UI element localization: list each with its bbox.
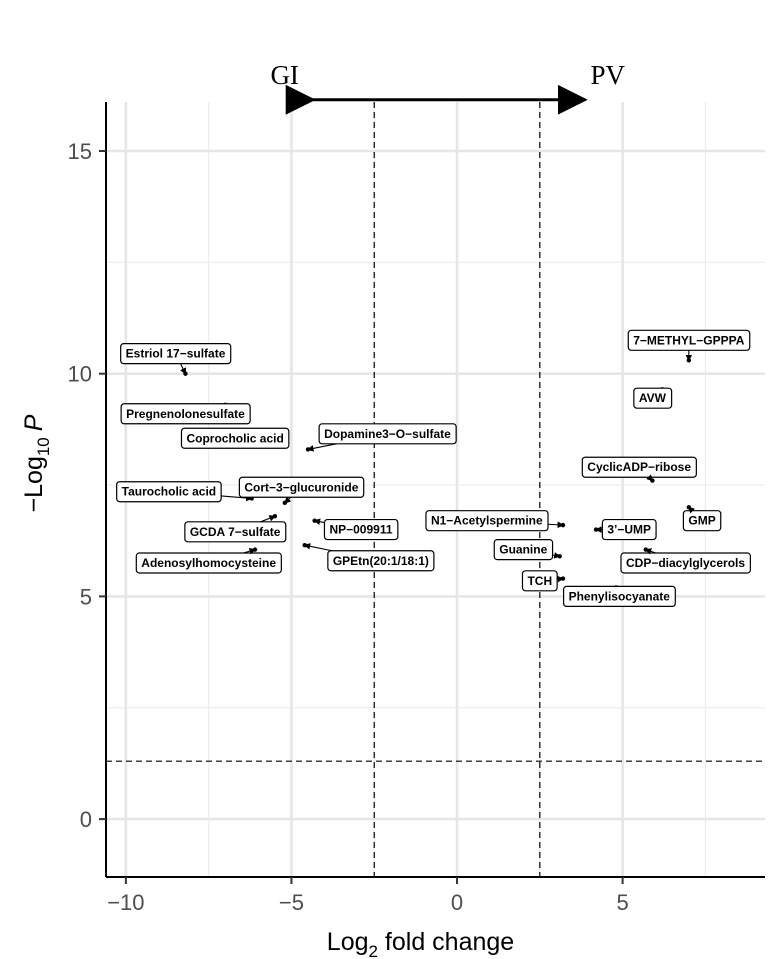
point-label-text: GCDA 7−sulfate xyxy=(190,525,281,539)
point-label: GCDA 7−sulfate xyxy=(184,521,287,543)
direction-indicator: GI PV xyxy=(270,60,626,115)
point-label-text: Estriol 17−sulfate xyxy=(126,347,226,361)
point-label: AVW xyxy=(633,387,673,409)
y-tick-label: 5 xyxy=(80,584,92,609)
point-label-leader xyxy=(303,543,333,552)
point-labels: 7−METHYL−GPPPA AVW Estriol 17−sulfate Pregn… xyxy=(116,329,751,607)
point-label-box xyxy=(135,552,282,574)
point-label-leader xyxy=(646,474,654,482)
point-label: GMP xyxy=(682,510,722,532)
point-label: 7−METHYL−GPPPA xyxy=(627,329,751,351)
point-label: 3’−UMP xyxy=(601,518,657,541)
point-label: Coprocholic acid xyxy=(180,427,290,449)
y-tick-label: 10 xyxy=(68,362,92,387)
point-label: N1−Acetylspermine xyxy=(425,510,549,532)
x-axis-title-rest: fold change xyxy=(378,928,514,956)
point-label-box xyxy=(562,585,676,607)
point-label-text: Pregnenolonesulfate xyxy=(126,407,245,421)
point-label: CyclicADP−ribose xyxy=(581,456,697,478)
point-label-text: TCH xyxy=(527,574,552,588)
point-label: Taurocholic acid xyxy=(116,481,222,503)
y-axis-title-italic: P xyxy=(20,414,48,431)
point-label-box xyxy=(318,423,457,445)
point-label-text: 7−METHYL−GPPPA xyxy=(633,333,744,347)
point-label-box xyxy=(184,521,287,543)
point-label-box xyxy=(116,481,222,503)
point-label-text: AVW xyxy=(639,391,667,405)
point-label-box xyxy=(493,539,554,561)
point-label: Guanine xyxy=(493,539,554,561)
point-label-box xyxy=(633,387,673,409)
point-label: GPEtn(20:1/18:1) xyxy=(327,550,435,572)
point-label-text: CDP−diacylglycerols xyxy=(626,556,745,570)
point-label-box xyxy=(581,456,697,478)
x-tick-label: −10 xyxy=(107,890,144,915)
point-label-leader xyxy=(644,548,656,555)
point-label-leader xyxy=(180,363,186,375)
point-label-text: GMP xyxy=(688,514,715,528)
y-axis-ticks: 0 5 10 15 xyxy=(68,139,106,832)
point-label-leader xyxy=(221,494,253,502)
point-label-text: Dopamine3−O−sulfate xyxy=(324,427,451,441)
group-left-label: GI xyxy=(270,60,299,90)
point-label: Estriol 17−sulfate xyxy=(120,343,232,365)
point-label-box xyxy=(120,403,251,425)
y-axis-title-subscript: 10 xyxy=(34,437,53,456)
point-label-leader xyxy=(243,547,257,555)
point-label-box xyxy=(120,343,232,365)
point-label-box xyxy=(323,518,399,541)
point-label-text: Guanine xyxy=(499,543,547,557)
point-label: CDP−diacylglycerols xyxy=(620,552,751,574)
x-tick-label: 0 xyxy=(451,890,463,915)
point-label: Cort−3−glucuronide xyxy=(238,476,365,498)
y-axis-title-main: −Log xyxy=(20,456,48,512)
point-label-box xyxy=(238,476,365,498)
y-tick-label: 0 xyxy=(80,807,92,832)
point-label-leader xyxy=(313,518,325,525)
point-label-leader xyxy=(557,575,565,583)
axes xyxy=(105,102,765,878)
point-label-box xyxy=(521,570,558,592)
point-label-box xyxy=(682,510,722,532)
point-label-leader xyxy=(284,496,292,504)
point-label: Pregnenolonesulfate xyxy=(120,403,251,425)
x-tick-label: 5 xyxy=(616,890,628,915)
x-tick-label: −5 xyxy=(279,890,304,915)
point-label-leader xyxy=(547,521,565,529)
point-label: Phenylisocyanate xyxy=(562,585,676,607)
point-label-leader xyxy=(260,515,276,523)
point-label-text: Cort−3−glucuronide xyxy=(244,480,358,494)
point-label: Adenosylhomocysteine xyxy=(135,552,282,574)
point-label-box xyxy=(180,427,290,449)
point-label-box xyxy=(327,550,435,572)
point-label-leader xyxy=(306,443,337,452)
point-label: TCH xyxy=(521,570,558,592)
point-label-text: Phenylisocyanate xyxy=(569,589,671,603)
x-axis-ticks: −10 −5 0 5 xyxy=(107,877,629,915)
point-label-text: N1−Acetylspermine xyxy=(431,514,543,528)
x-axis-title-subscript: 2 xyxy=(369,942,378,959)
x-axis-title-main: Log xyxy=(327,928,369,956)
point-label-text: CyclicADP−ribose xyxy=(587,460,691,474)
point-label-text: Taurocholic acid xyxy=(122,485,216,499)
y-tick-label: 15 xyxy=(68,139,92,164)
point-label: Dopamine3−O−sulfate xyxy=(318,423,457,445)
point-label-box xyxy=(425,510,549,532)
point-label-box xyxy=(620,552,751,574)
point-label-text: NP−009911 xyxy=(329,523,392,537)
point-label-leader xyxy=(552,552,561,559)
group-right-label: PV xyxy=(591,60,626,90)
point-label-leader xyxy=(688,506,696,514)
point-label-text: GPEtn(20:1/18:1) xyxy=(333,554,429,568)
point-label-text: Coprocholic acid xyxy=(186,431,283,445)
point-label-text: 3’−UMP xyxy=(607,523,651,537)
x-axis-title: Log2 fold change xyxy=(327,928,514,959)
cutoff-lines xyxy=(106,102,765,877)
point-label: NP−009911 xyxy=(323,518,399,541)
y-axis-title: −Log10 P xyxy=(20,414,53,512)
point-label-text: Adenosylhomocysteine xyxy=(141,556,276,570)
